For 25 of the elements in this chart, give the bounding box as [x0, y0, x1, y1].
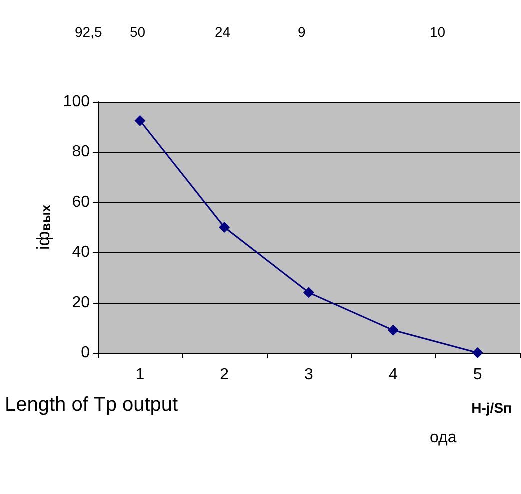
x-tick-label: 5 — [473, 366, 482, 384]
y-axis-title: iфвых — [33, 204, 54, 250]
y-tick-label: 100 — [63, 94, 90, 110]
x-axis-title: H-j/Sп — [472, 400, 512, 416]
point — [472, 348, 484, 358]
x-tick-label: 2 — [220, 366, 230, 384]
x-tick-label: 3 — [304, 366, 314, 384]
y-tick-label: 40 — [72, 244, 90, 262]
text: Length of Tp output — [5, 394, 179, 416]
text: 92,5 — [75, 24, 102, 40]
y-tick-label: 0 — [81, 344, 90, 362]
text: 10 — [430, 24, 446, 40]
text: 9 — [298, 24, 306, 40]
y-tick-label: 60 — [72, 194, 90, 211]
text: 24 — [215, 24, 231, 40]
y-tick-label: 20 — [72, 294, 90, 312]
x-tick-label: 1 — [136, 366, 145, 384]
point — [219, 222, 230, 233]
point — [134, 115, 146, 126]
x-tick-label: 4 — [388, 366, 398, 384]
y-tick-label: 80 — [72, 144, 90, 161]
point — [388, 324, 399, 336]
text: 50 — [130, 24, 146, 40]
text: ода — [430, 430, 457, 446]
point — [304, 287, 314, 298]
